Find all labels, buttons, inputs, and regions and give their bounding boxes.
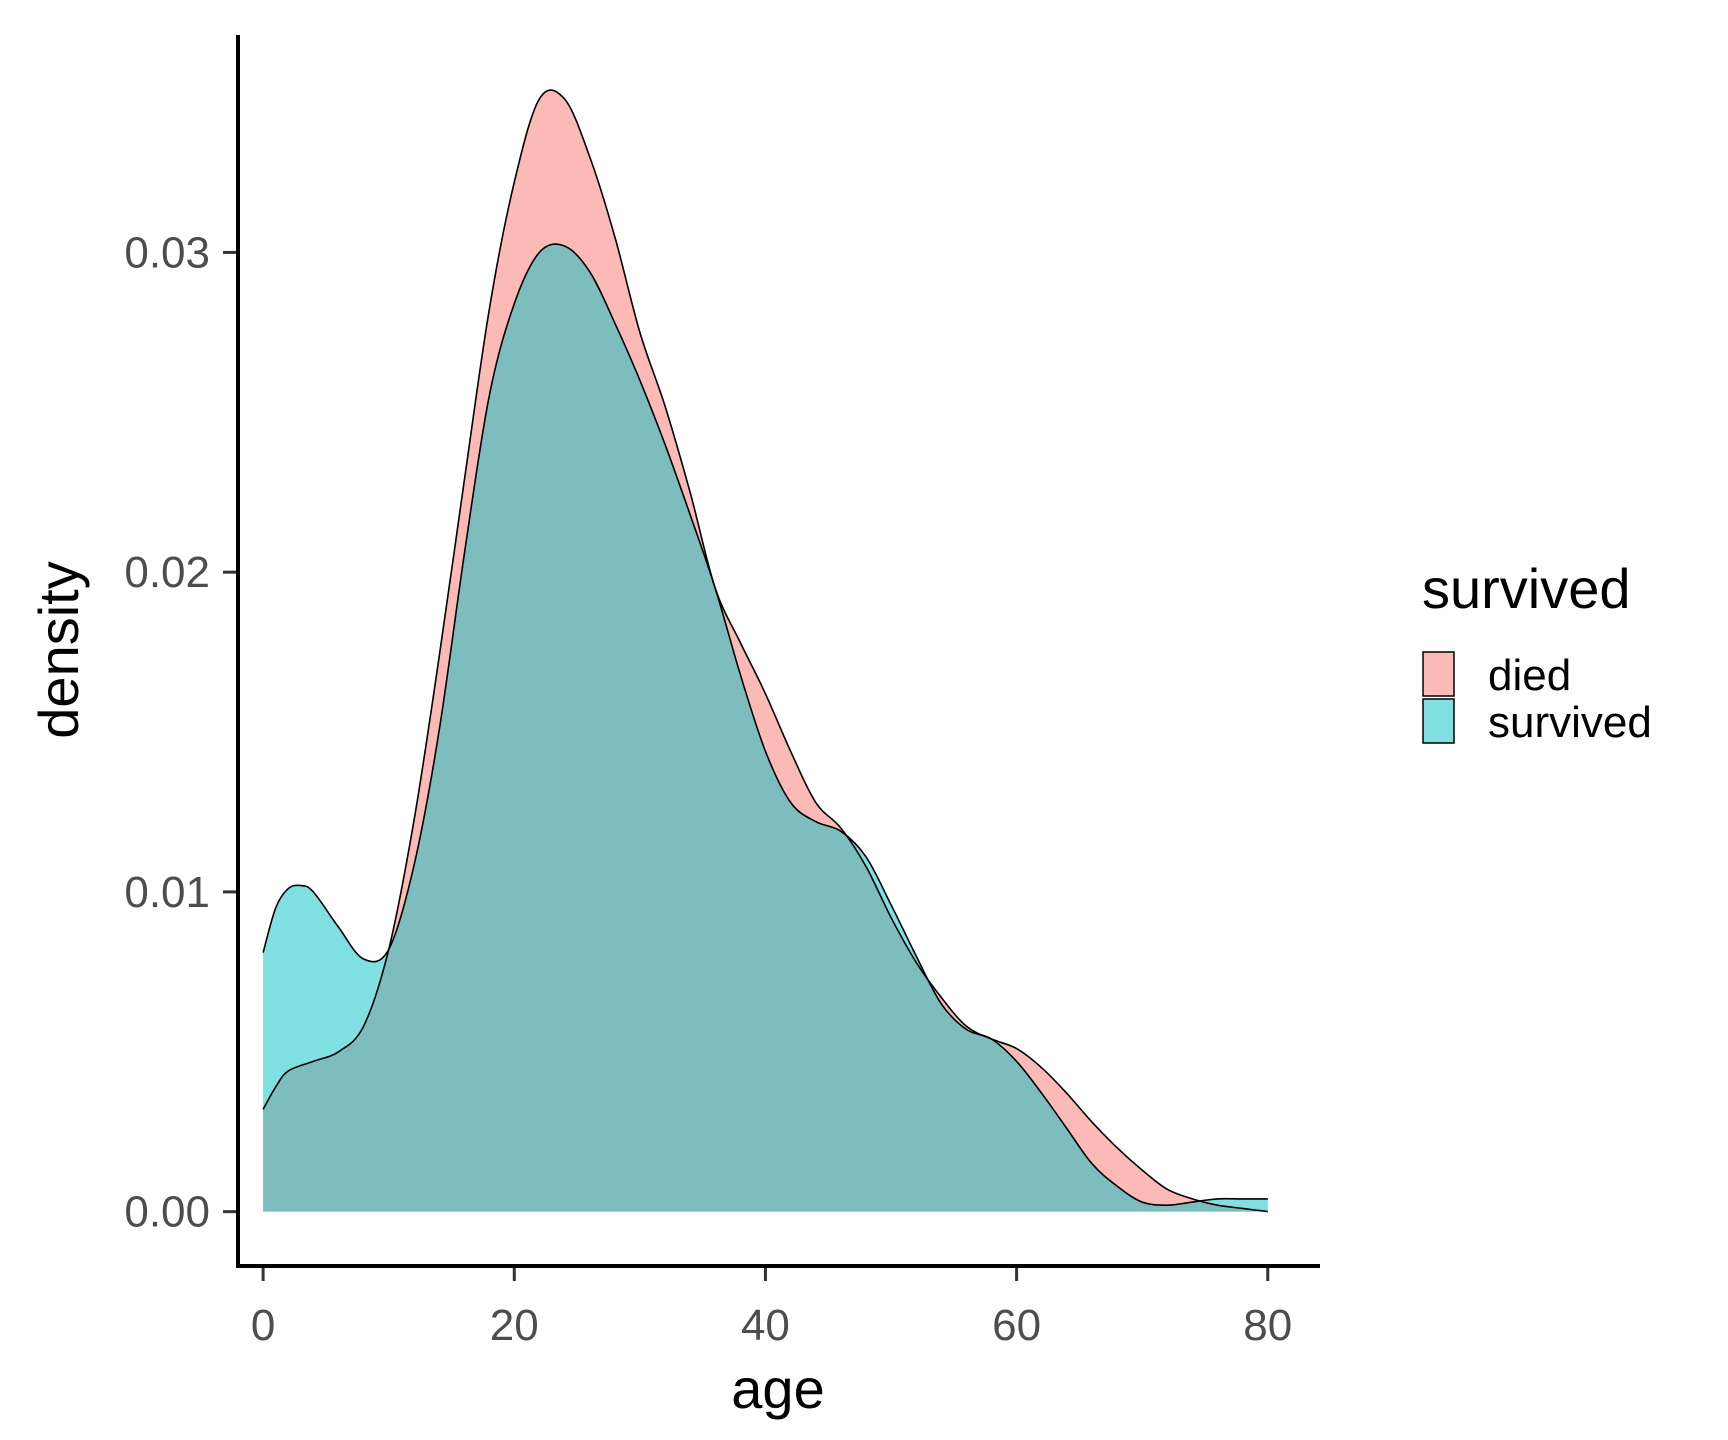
tick-marks (223, 250, 1270, 1281)
y-axis-title: density (27, 561, 90, 738)
legend-title: survived (1422, 557, 1631, 620)
x-tick-label-80: 80 (1243, 1301, 1292, 1350)
x-tick-label-20: 20 (490, 1301, 539, 1350)
density-line-survived (262, 243, 1268, 1207)
x-tick-label-0: 0 (251, 1301, 275, 1350)
legend-label-died: died (1488, 651, 1571, 700)
y-tick-label-0.02: 0.02 (124, 548, 210, 597)
legend-key-died (1422, 651, 1455, 697)
legend-key-survived (1422, 698, 1455, 744)
y-tick-label-0.03: 0.03 (124, 228, 210, 277)
legend: survived died survived (1422, 557, 1652, 747)
y-tick-label-0.00: 0.00 (124, 1188, 210, 1237)
density-areas (262, 89, 1268, 1213)
legend-label-survived: survived (1488, 698, 1652, 747)
axes (236, 35, 1320, 1268)
y-tick-label-0.01: 0.01 (124, 868, 210, 917)
density-area-survived (263, 244, 1268, 1212)
x-tick-label-60: 60 (992, 1301, 1041, 1350)
x-axis-title: age (731, 1357, 824, 1420)
x-tick-label-40: 40 (741, 1301, 790, 1350)
